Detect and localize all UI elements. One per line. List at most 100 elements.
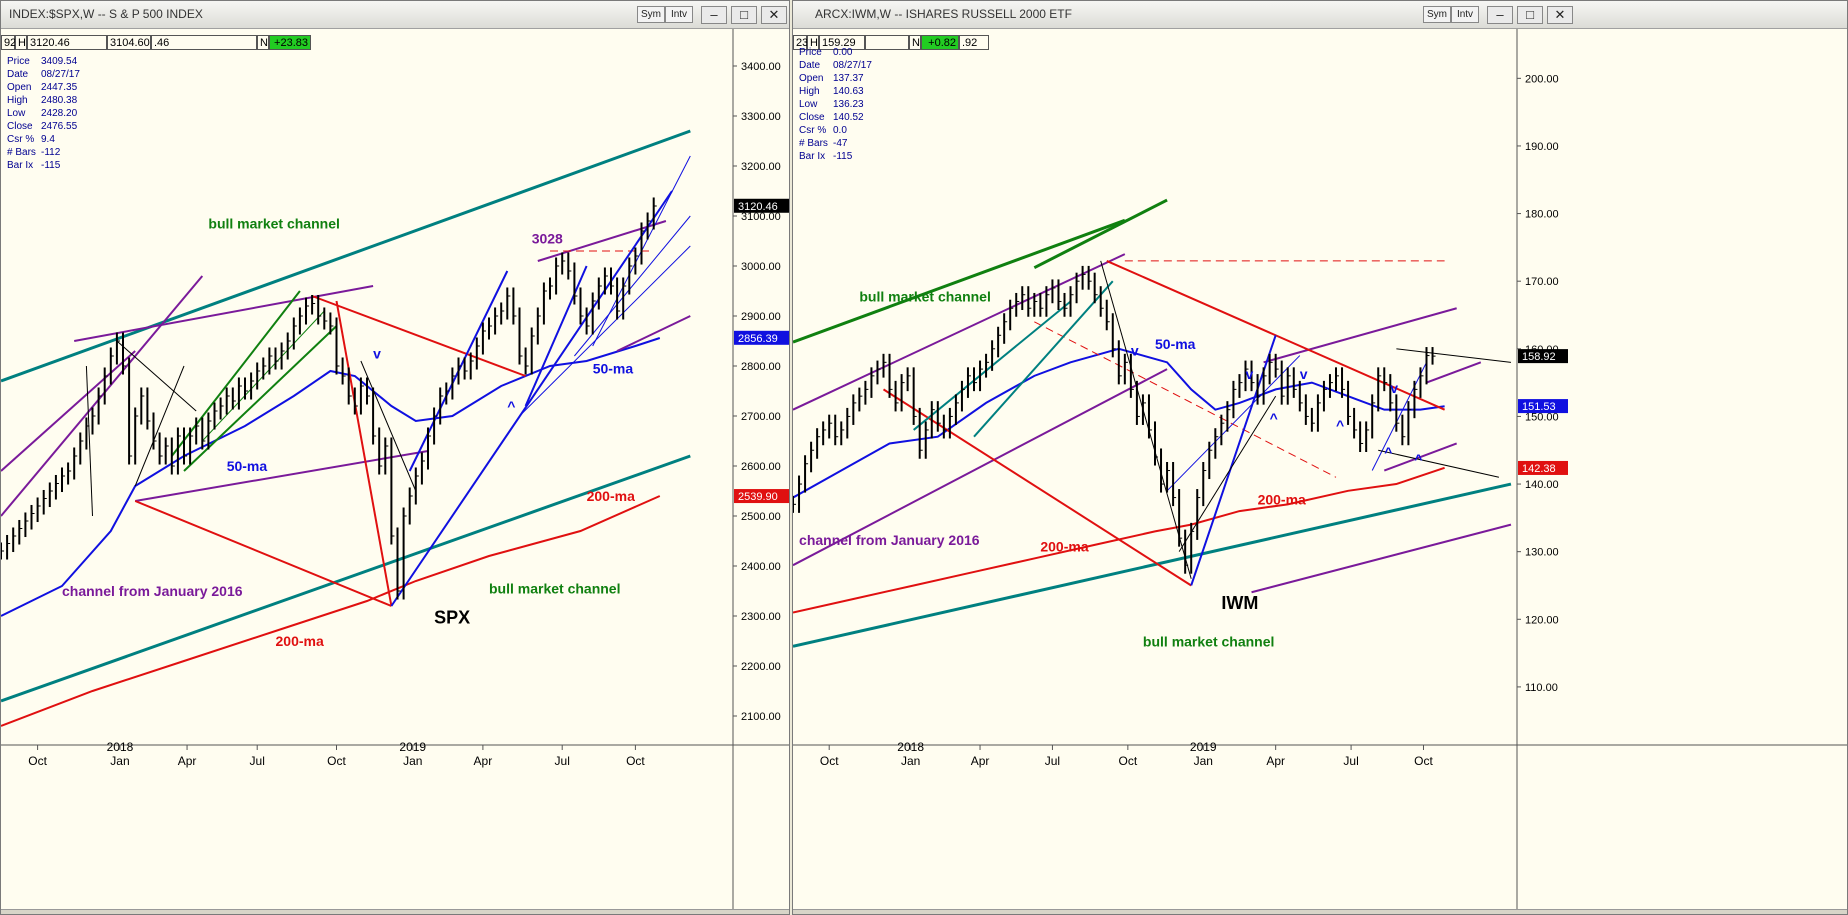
readout-row: Date 08/27/17 [799,59,872,72]
y-tick-label: 2100.00 [741,711,781,723]
iwm-status-price: 159.29 [819,35,865,50]
iwm-price-chart[interactable]: 200.00190.00180.00170.00160.00150.00140.… [793,1,1847,915]
chart-annotation: ^ [1270,410,1278,426]
readout-label: Bar Ix [7,160,34,171]
readout-row: Price 3409.54 [7,55,80,68]
x-tick-label: Oct [820,754,839,768]
spx-status-left: 92 [1,35,16,50]
spx-title-bar[interactable]: INDEX:$SPX,W -- S & P 500 INDEX Sym Intv… [1,1,789,29]
iwm-bottom-scrollbar[interactable] [793,909,1847,914]
y-tick-label: 2700.00 [741,411,781,423]
x-tick-label: Apr [474,754,493,768]
spx-data-readout: Price 3409.54 Date 08/27/17 Open 2447.35 High 2… [7,55,80,172]
trendline [1034,321,1337,478]
iwm-status-frac: .92 [959,35,989,50]
chart-annotation: 3028 [532,231,563,247]
iwm-chart-window[interactable]: ARCX:IWM,W -- ISHARES RUSSELL 2000 ETF S… [792,0,1848,915]
y-tick-label: 2800.00 [741,361,781,373]
readout-label: Price [799,47,822,58]
readout-value: 137.37 [833,73,864,84]
readout-row: Date 08/27/17 [7,68,80,81]
chart-annotation: 200-ma [1258,491,1306,507]
trendline [519,245,691,417]
iwm-status-row: 23 H 159.29 N +0.82 .92 [793,35,1033,50]
readout-row: Close 2476.55 [7,120,80,133]
trendline [1033,198,1168,270]
readout-row: Open 2447.35 [7,81,80,94]
readout-row: Low 2428.20 [7,107,80,120]
readout-label: Close [7,121,33,132]
y-tick-label: 140.00 [1525,479,1559,491]
spx-bottom-scrollbar[interactable] [1,909,789,914]
chart-annotation: 200-ma [1040,539,1088,555]
chart-annotation: bull market channel [859,288,990,304]
chart-annotation: v [1131,343,1139,359]
ma200-line [793,466,1445,614]
chart-annotation: 50-ma [593,361,634,377]
readout-value: 9.4 [41,134,55,145]
y-tick-label: 3200.00 [741,161,781,173]
x-tick-label: Jan [901,754,920,768]
y-tick-label: 170.00 [1525,276,1559,288]
y-tick-label: 200.00 [1525,73,1559,85]
price-label: 2856.39 [738,333,778,345]
iwm-status-mid [865,35,909,50]
readout-row: # Bars -112 [7,146,80,159]
trendline [537,220,667,262]
trendline [1100,260,1192,579]
ma200-line [1,495,661,727]
readout-label: Low [799,99,818,110]
iwm-data-readout: Price 0.00 Date 08/27/17 Open 137.37 High 140.6… [799,46,872,163]
trendline [1426,361,1482,384]
price-label: 158.92 [1522,351,1556,363]
readout-row: Low 136.23 [799,98,872,111]
chart-annotation: v [1246,366,1254,382]
readout-value: 08/27/17 [833,60,872,71]
spx-symbol-button[interactable]: Sym [637,6,665,23]
trendline [1190,334,1277,586]
iwm-symbol-button[interactable]: Sym [1423,6,1451,23]
x-tick-label: Jul [555,754,570,768]
trendline [311,295,526,377]
iwm-maximize-icon[interactable]: □ [1517,6,1543,24]
readout-row: Csr % 0.0 [799,124,872,137]
x-tick-label: Oct [1414,754,1433,768]
iwm-minimize-icon[interactable]: – [1487,6,1513,24]
x-tick-label: Oct [1119,754,1138,768]
x-tick-label: Jan [1194,754,1213,768]
trendline [390,190,673,607]
chart-annotation: bull market channel [208,216,339,232]
iwm-close-icon[interactable]: ✕ [1547,6,1573,24]
y-tick-label: 190.00 [1525,141,1559,153]
spx-price-chart[interactable]: 3400.00 3300.00 3200.00 3100.00 3000.00 2900.… [1,1,789,915]
price-label: 3120.46 [738,201,778,213]
readout-value: 2480.38 [41,95,78,106]
spx-close-icon[interactable]: ✕ [761,6,787,24]
chart-annotation: bull market channel [489,581,620,597]
trendline [1371,362,1427,471]
iwm-interval-button[interactable]: Intv [1451,6,1479,23]
x-tick-label: Apr [178,754,197,768]
spx-interval-button[interactable]: Intv [665,6,693,23]
spx-chart-window[interactable]: INDEX:$SPX,W -- S & P 500 INDEX Sym Intv… [0,0,790,915]
chart-annotation: bull market channel [1143,633,1274,649]
trendline [793,253,1126,411]
y-tick-label: 3100.00 [741,211,781,223]
spx-minimize-icon[interactable]: – [701,6,727,24]
y-tick-label: 3300.00 [741,111,781,123]
readout-value: 2447.35 [41,82,78,93]
price-label-box [734,198,789,213]
y-tick-label: 2500.00 [741,511,781,523]
trendline [183,325,338,472]
readout-value: 140.52 [833,112,864,123]
x-tick-label: Jul [1045,754,1060,768]
trendline [85,365,93,517]
y-tick-label: 130.00 [1525,547,1559,559]
trendline [1,350,136,472]
iwm-title-bar[interactable]: ARCX:IWM,W -- ISHARES RUSSELL 2000 ETF S… [793,1,1847,29]
y-tick-label: 120.00 [1525,614,1559,626]
spx-maximize-icon[interactable]: □ [731,6,757,24]
trendline [1178,395,1277,552]
readout-label: High [799,86,820,97]
x-tick-label: Jul [250,754,265,768]
